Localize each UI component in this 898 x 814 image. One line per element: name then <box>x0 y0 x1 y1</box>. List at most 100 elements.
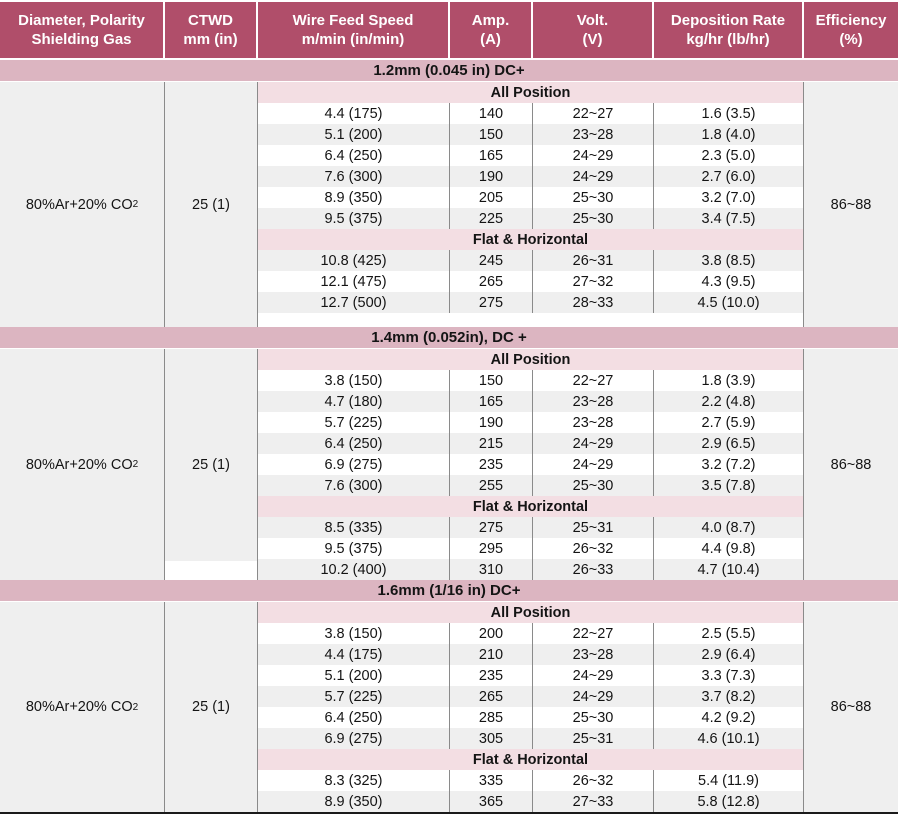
shielding-gas-subscript: 2 <box>132 199 139 210</box>
cell-amperage: 165 <box>450 145 533 166</box>
position-group-band: All Position <box>258 602 803 623</box>
cell-amperage: 335 <box>450 770 533 791</box>
cell-wire-feed-speed: 8.5 (335) <box>258 517 450 538</box>
table-row: 8.9 (350) 205 25~30 3.2 (7.0) <box>258 187 803 208</box>
cell-amperage: 150 <box>450 370 533 391</box>
header-label-line1: CTWD <box>188 11 233 29</box>
header-label-line2: (A) <box>480 31 501 48</box>
cell-deposition-rate: 3.2 (7.2) <box>701 456 756 473</box>
cell-voltage: 24~29 <box>533 166 654 187</box>
cell-deposition-rate: 4.6 (10.1) <box>697 730 760 747</box>
efficiency-cell: 86~88 <box>804 82 898 327</box>
cell-amperage: 365 <box>450 791 533 812</box>
shielding-gas-cell: 80%Ar+20% CO 2 <box>0 349 165 580</box>
table-row: 8.5 (335) 275 25~31 4.0 (8.7) <box>258 517 803 538</box>
header-label-line2: (V) <box>582 31 603 48</box>
cell-amperage: 235 <box>450 454 533 475</box>
shielding-gas-subscript: 2 <box>132 701 139 713</box>
table-row: 6.4 (250) 285 25~30 4.2 (9.2) <box>258 707 803 728</box>
cell-wire-feed-speed: 5.7 (225) <box>258 686 450 707</box>
cell-wire-feed-speed: 5.1 (200) <box>258 124 450 145</box>
table-row: 12.7 (500) 275 28~33 4.5 (10.0) <box>258 292 803 313</box>
cell-wire-feed-speed: 6.4 (250) <box>258 707 450 728</box>
table-row: 10.2 (400) 310 26~33 4.7 (10.4) <box>258 559 803 580</box>
header-label-line1: Amp. <box>471 11 510 29</box>
header-label-line1: Deposition Rate <box>670 11 786 29</box>
table-row: 5.1 (200) 235 24~29 3.3 (7.3) <box>258 665 803 686</box>
table-row: 3.8 (150) 200 22~27 2.5 (5.5) <box>258 623 803 644</box>
table-row: 12.1 (475) 265 27~32 4.3 (9.5) <box>258 271 803 292</box>
cell-deposition-rate: 2.3 (5.0) <box>701 147 756 164</box>
cell-voltage: 28~33 <box>533 292 654 313</box>
cell-deposition-rate: 4.0 (8.7) <box>701 519 756 536</box>
cell-amperage: 265 <box>450 271 533 292</box>
cell-deposition-rate: 4.2 (9.2) <box>701 709 756 726</box>
section-title-band: 1.4mm (0.052in), DC + <box>0 327 898 348</box>
cell-voltage: 23~28 <box>533 644 654 665</box>
cell-deposition-rate: 3.3 (7.3) <box>701 667 756 684</box>
cell-voltage: 24~29 <box>533 454 654 475</box>
cell-voltage: 25~30 <box>533 475 654 496</box>
header-label-line2: kg/hr (lb/hr) <box>686 31 770 48</box>
table-row: 8.3 (325) 335 26~32 5.4 (11.9) <box>258 770 803 791</box>
cell-wire-feed-speed: 4.4 (175) <box>258 644 450 665</box>
header-cell-diameter-polarity: Diameter, Polarity Shielding Gas <box>0 2 165 58</box>
cell-amperage: 305 <box>450 728 533 749</box>
cell-voltage: 22~27 <box>533 103 654 124</box>
cell-voltage: 25~31 <box>533 517 654 538</box>
cell-wire-feed-speed: 6.9 (275) <box>258 728 450 749</box>
ctwd-cell: 25 (1) <box>165 349 258 580</box>
cell-deposition-rate: 1.6 (3.5) <box>701 105 756 122</box>
table-row: 5.1 (200) 150 23~28 1.8 (4.0) <box>258 124 803 145</box>
cell-wire-feed-speed: 6.4 (250) <box>258 433 450 454</box>
cell-voltage: 23~28 <box>533 391 654 412</box>
cell-deposition-rate: 1.8 (3.9) <box>701 372 756 389</box>
shielding-gas-cell: 80%Ar+20% CO 2 <box>0 82 165 327</box>
table-row: 4.7 (180) 165 23~28 2.2 (4.8) <box>258 391 803 412</box>
header-label-line2: (%) <box>839 31 863 48</box>
cell-deposition-rate: 2.2 (4.8) <box>701 393 756 410</box>
cell-amperage: 190 <box>450 166 533 187</box>
ctwd-cell: 25 (1) <box>165 602 258 812</box>
cell-voltage: 27~33 <box>533 791 654 812</box>
cell-voltage: 23~28 <box>533 412 654 433</box>
cell-voltage: 22~27 <box>533 370 654 391</box>
cell-wire-feed-speed: 4.4 (175) <box>258 103 450 124</box>
cell-amperage: 275 <box>450 517 533 538</box>
cell-voltage: 24~29 <box>533 686 654 707</box>
cell-deposition-rate: 4.4 (9.8) <box>701 540 756 557</box>
cell-voltage: 24~29 <box>533 145 654 166</box>
header-label-line2: m/min (in/min) <box>301 31 405 48</box>
cell-amperage: 205 <box>450 187 533 208</box>
cell-amperage: 285 <box>450 707 533 728</box>
header-cell-volt: Volt. (V) <box>533 2 654 58</box>
shielding-gas-label: 80%Ar+20% CO <box>25 456 133 473</box>
cell-amperage: 295 <box>450 538 533 559</box>
table-row: 7.6 (300) 190 24~29 2.7 (6.0) <box>258 166 803 187</box>
cell-wire-feed-speed: 7.6 (300) <box>258 475 450 496</box>
cell-wire-feed-speed: 4.7 (180) <box>258 391 450 412</box>
cell-amperage: 140 <box>450 103 533 124</box>
cell-amperage: 215 <box>450 433 533 454</box>
cell-deposition-rate: 5.4 (11.9) <box>698 772 759 789</box>
cell-wire-feed-speed: 8.9 (350) <box>258 791 450 812</box>
cell-amperage: 275 <box>450 292 533 313</box>
header-label-line1: Efficiency <box>815 11 887 29</box>
shielding-gas-cell: 80%Ar+20% CO 2 <box>0 602 165 812</box>
table-row: 6.4 (250) 165 24~29 2.3 (5.0) <box>258 145 803 166</box>
section-data-columns: All Position 3.8 (150) 200 22~27 2.5 (5.5) 4.… <box>258 602 804 812</box>
cell-deposition-rate: 4.5 (10.0) <box>697 294 760 311</box>
table-row: 9.5 (375) 225 25~30 3.4 (7.5) <box>258 208 803 229</box>
cell-voltage: 25~30 <box>533 208 654 229</box>
cell-amperage: 235 <box>450 665 533 686</box>
cell-deposition-rate: 3.2 (7.0) <box>701 189 756 206</box>
table-row: 9.5 (375) 295 26~32 4.4 (9.8) <box>258 538 803 559</box>
cell-wire-feed-speed: 10.8 (425) <box>258 250 450 271</box>
table-header: Diameter, Polarity Shielding Gas CTWD mm (i… <box>0 2 898 58</box>
position-group-band: Flat & Horizontal <box>258 749 803 770</box>
cell-wire-feed-speed: 12.7 (500) <box>258 292 450 313</box>
cell-wire-feed-speed: 6.4 (250) <box>258 145 450 166</box>
section-body: 80%Ar+20% CO 2 25 (1) All Position 3.8 (150)… <box>0 349 898 580</box>
cell-deposition-rate: 2.9 (6.4) <box>701 646 756 663</box>
cell-voltage: 24~29 <box>533 433 654 454</box>
